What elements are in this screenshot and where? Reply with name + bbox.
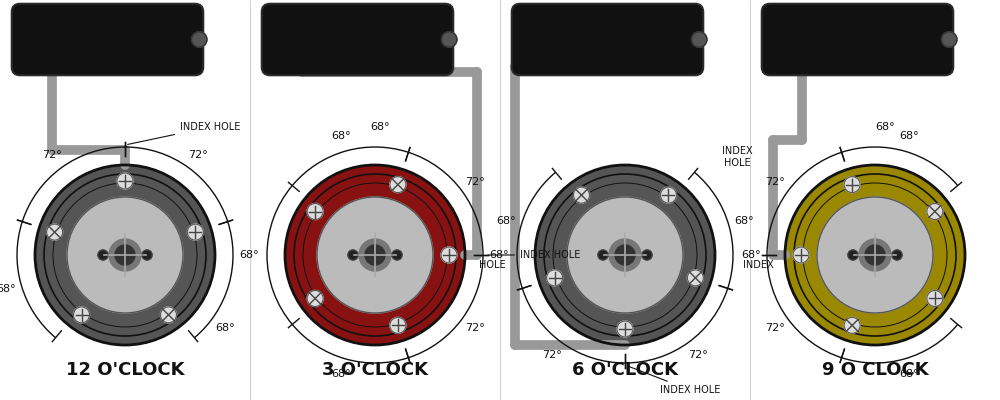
- Circle shape: [142, 250, 152, 260]
- Text: 72°: 72°: [688, 350, 708, 360]
- Text: 68°: 68°: [734, 216, 754, 226]
- Circle shape: [442, 32, 457, 47]
- Text: 68°: 68°: [899, 369, 919, 379]
- Circle shape: [359, 239, 391, 271]
- Circle shape: [285, 165, 465, 345]
- Circle shape: [192, 32, 207, 47]
- Circle shape: [390, 177, 406, 193]
- Text: 6 O'CLOCK: 6 O'CLOCK: [572, 361, 678, 379]
- Text: 68°: 68°: [489, 250, 509, 260]
- Circle shape: [617, 321, 633, 337]
- Text: 12 O'CLOCK: 12 O'CLOCK: [66, 361, 184, 379]
- Circle shape: [115, 245, 135, 265]
- Circle shape: [365, 245, 385, 265]
- Circle shape: [615, 245, 635, 265]
- Circle shape: [865, 245, 885, 265]
- Circle shape: [567, 197, 683, 313]
- Circle shape: [574, 187, 590, 203]
- Text: 72°: 72°: [465, 177, 485, 187]
- Circle shape: [348, 250, 358, 260]
- Text: HOLE: HOLE: [479, 260, 505, 270]
- Circle shape: [187, 224, 203, 240]
- Circle shape: [117, 173, 133, 189]
- Circle shape: [74, 307, 90, 323]
- Circle shape: [160, 307, 176, 323]
- Circle shape: [817, 197, 933, 313]
- Circle shape: [785, 165, 965, 345]
- Text: 72°: 72°: [765, 177, 785, 187]
- Text: INDEX: INDEX: [743, 260, 773, 270]
- Text: 68°: 68°: [741, 250, 761, 260]
- Text: 68°: 68°: [370, 122, 390, 132]
- Circle shape: [848, 250, 858, 260]
- FancyBboxPatch shape: [762, 4, 953, 75]
- Text: 68°: 68°: [239, 250, 259, 260]
- Text: 68°: 68°: [331, 131, 351, 141]
- Circle shape: [609, 239, 641, 271]
- Circle shape: [692, 32, 707, 47]
- Circle shape: [392, 250, 402, 260]
- Circle shape: [535, 165, 715, 345]
- Circle shape: [642, 250, 652, 260]
- Text: 68°: 68°: [216, 323, 235, 333]
- Text: 3 O'CLOCK: 3 O'CLOCK: [322, 361, 428, 379]
- Text: 68°: 68°: [496, 216, 516, 226]
- Circle shape: [67, 197, 183, 313]
- Circle shape: [660, 187, 676, 203]
- Text: 68°: 68°: [331, 369, 351, 379]
- Circle shape: [927, 290, 943, 306]
- FancyBboxPatch shape: [12, 4, 203, 75]
- Circle shape: [441, 247, 457, 263]
- Circle shape: [927, 204, 943, 220]
- Text: 9 O CLOCK: 9 O CLOCK: [822, 361, 928, 379]
- Circle shape: [47, 224, 63, 240]
- Circle shape: [859, 239, 891, 271]
- Circle shape: [687, 270, 703, 286]
- Text: 68°: 68°: [899, 131, 919, 141]
- Circle shape: [317, 197, 433, 313]
- Circle shape: [844, 317, 860, 333]
- Circle shape: [892, 250, 902, 260]
- Text: 68°: 68°: [0, 284, 16, 294]
- Text: INDEX HOLE: INDEX HOLE: [628, 366, 720, 395]
- Text: 72°: 72°: [42, 150, 62, 160]
- Circle shape: [390, 317, 406, 333]
- Text: 72°: 72°: [542, 350, 562, 360]
- Circle shape: [307, 204, 323, 220]
- Circle shape: [793, 247, 809, 263]
- Circle shape: [98, 250, 108, 260]
- Circle shape: [307, 290, 323, 306]
- Text: 72°: 72°: [465, 323, 485, 333]
- Text: 72°: 72°: [188, 150, 208, 160]
- Text: 68°: 68°: [875, 122, 895, 132]
- Text: INDEX HOLE: INDEX HOLE: [488, 250, 580, 260]
- Circle shape: [109, 239, 141, 271]
- Circle shape: [547, 270, 563, 286]
- Text: INDEX HOLE: INDEX HOLE: [128, 122, 240, 144]
- Circle shape: [844, 177, 860, 193]
- Text: 72°: 72°: [765, 323, 785, 333]
- Text: INDEX
HOLE: INDEX HOLE: [722, 146, 752, 168]
- FancyBboxPatch shape: [262, 4, 453, 75]
- FancyBboxPatch shape: [512, 4, 703, 75]
- Circle shape: [942, 32, 957, 47]
- Circle shape: [35, 165, 215, 345]
- Circle shape: [598, 250, 608, 260]
